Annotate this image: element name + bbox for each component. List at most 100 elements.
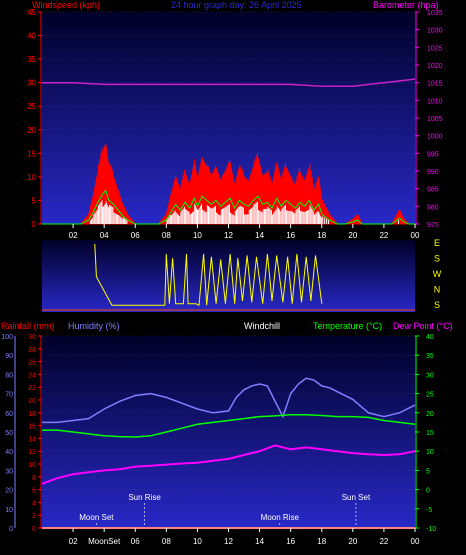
barometer-tick-label: 1020 xyxy=(427,63,443,70)
rainfall-axis-title: Rainfall (mm) xyxy=(1,321,55,331)
rainfall-tick-label: 30 xyxy=(28,334,36,341)
barometer-tick-label: 985 xyxy=(427,187,439,194)
direction-label: E xyxy=(434,238,440,248)
x-tick-label: 22 xyxy=(379,231,388,240)
temperature-tick-label: 35 xyxy=(426,353,434,360)
barometer-tick-label: 1000 xyxy=(427,134,443,141)
direction-label: W xyxy=(433,269,442,279)
windspeed-tick-label: 40 xyxy=(27,32,36,41)
windspeed-average-line xyxy=(42,189,415,225)
x-tick-label: 16 xyxy=(286,231,295,240)
rainfall-tick-label: 10 xyxy=(28,462,36,469)
temperature-tick-label: 25 xyxy=(426,392,434,399)
temperature-tick-label: 10 xyxy=(426,449,434,456)
barometer-axis-title: Barometer (hpa) xyxy=(373,0,439,10)
rainfall-tick-label: 18 xyxy=(28,411,36,418)
direction-label: S xyxy=(434,300,440,310)
rainfall-tick-label: 22 xyxy=(28,385,36,392)
moon-rise-marker-label: Moon Rise xyxy=(261,513,300,522)
humidity-tick-label: 80 xyxy=(5,372,13,379)
humidity-tick-label: 60 xyxy=(5,411,13,418)
climate-axes: 0102030405060708090100024681012141618202… xyxy=(1,334,436,533)
x-tick-label: 20 xyxy=(348,537,357,546)
x-tick-label: 08 xyxy=(162,537,171,546)
rainfall-tick-label: 12 xyxy=(28,449,36,456)
x-tick-label: 18 xyxy=(317,537,326,546)
humidity-tick-label: 50 xyxy=(5,430,13,437)
direction-label: N xyxy=(434,285,441,295)
x-tick-label: 12 xyxy=(224,231,233,240)
temperature-axis-title: Temperature (°C) xyxy=(313,321,382,331)
x-tick-label: 06 xyxy=(131,231,140,240)
wind-direction-series xyxy=(42,243,415,311)
barometer-axis: 975 980 985 990 995 1000 1005 1010 1015 1020 1025 1… xyxy=(415,10,443,229)
windspeed-tick-label: 15 xyxy=(27,149,36,158)
barometer-tick-label: 1025 xyxy=(427,45,443,52)
temperature-tick-label: 40 xyxy=(426,334,434,341)
x-tick-label: 10 xyxy=(193,231,202,240)
rainfall-tick-label: 6 xyxy=(32,488,36,495)
humidity-tick-label: 90 xyxy=(5,353,13,360)
windchill-label: Windchill xyxy=(244,321,280,331)
humidity-tick-label: 0 xyxy=(9,526,13,533)
windspeed-tick-label: 25 xyxy=(27,102,36,111)
rainfall-tick-label: 26 xyxy=(28,360,36,367)
barometer-tick-label: 995 xyxy=(427,151,439,158)
x-tick-label: 16 xyxy=(286,537,295,546)
windspeed-axis: 0 5 10 15 20 25 30 35 40 45 xyxy=(27,8,42,229)
climate-x-axis: 02 MoonSet 06 08 10 12 14 16 18 20 22 00 xyxy=(69,528,420,546)
windspeed-series xyxy=(42,143,415,225)
dewpoint-line xyxy=(41,444,416,485)
wind-direction-line xyxy=(94,243,323,306)
windspeed-axis-title: Windspeed (kph) xyxy=(32,0,100,10)
x-tick-label: 10 xyxy=(193,537,202,546)
humidity-axis-title: Humidity (%) xyxy=(68,321,120,331)
x-tick-label: 04 xyxy=(100,231,109,240)
windspeed-tick-label: 0 xyxy=(32,220,37,229)
temperature-tick-label: 0 xyxy=(426,488,430,495)
humidity-line xyxy=(42,377,416,424)
temperature-tick-label: -10 xyxy=(426,526,436,533)
barometer-tick-label: 975 xyxy=(427,222,439,229)
windspeed-tick-label: 30 xyxy=(27,79,36,88)
x-tick-label: 14 xyxy=(255,231,264,240)
x-tick-label: 08 xyxy=(162,231,171,240)
x-tick-label: 02 xyxy=(69,231,78,240)
x-tick-label: 12 xyxy=(224,537,233,546)
rainfall-tick-label: 4 xyxy=(32,500,36,507)
rainfall-tick-label: 20 xyxy=(28,398,36,405)
rainfall-tick-label: 16 xyxy=(28,424,36,431)
x-tick-label: 00 xyxy=(411,231,420,240)
rainfall-tick-label: 0 xyxy=(32,526,36,533)
barometer-tick-label: 1035 xyxy=(427,10,443,17)
barometer-tick-label: 1015 xyxy=(427,81,443,88)
temperature-tick-label: -5 xyxy=(426,507,432,514)
humidity-tick-label: 70 xyxy=(5,392,13,399)
humidity-tick-label: 10 xyxy=(5,507,13,514)
barometer-tick-label: 1030 xyxy=(427,28,443,35)
rainfall-tick-label: 8 xyxy=(32,475,36,482)
windspeed-tick-label: 5 xyxy=(32,196,37,205)
humidity-tick-label: 30 xyxy=(5,468,13,475)
x-tick-label-moonset: MoonSet xyxy=(88,537,121,546)
graph-date-title: 24 hour graph day: 26 April 2025 xyxy=(171,0,302,10)
rainfall-tick-label: 2 xyxy=(32,513,36,520)
x-tick-label: 14 xyxy=(255,537,264,546)
temperature-tick-label: 20 xyxy=(426,411,434,418)
x-tick-label: 06 xyxy=(131,537,140,546)
rainfall-tick-label: 14 xyxy=(28,436,36,443)
direction-label: S xyxy=(434,254,440,264)
humidity-tick-label: 20 xyxy=(5,488,13,495)
temperature-tick-label: 30 xyxy=(426,372,434,379)
x-tick-label: 18 xyxy=(317,231,326,240)
x-tick-label: 20 xyxy=(348,231,357,240)
windspeed-tick-label: 20 xyxy=(27,126,36,135)
moon-set-marker-label: Moon Set xyxy=(79,513,114,522)
rainfall-tick-label: 24 xyxy=(28,372,36,379)
temperature-line xyxy=(42,413,416,438)
barometer-line xyxy=(42,78,416,87)
x-tick-label: 02 xyxy=(69,537,78,546)
windspeed-tick-label: 45 xyxy=(27,8,36,17)
